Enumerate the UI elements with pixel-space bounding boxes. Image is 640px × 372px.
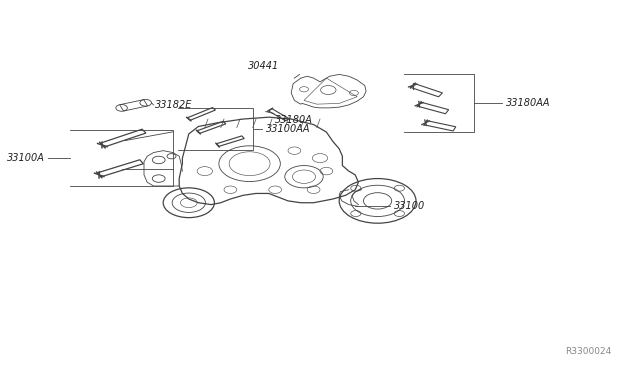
Text: 33100AA: 33100AA (266, 124, 310, 134)
Text: 33180AA: 33180AA (506, 98, 550, 108)
Text: 33182E: 33182E (155, 100, 192, 110)
Text: 33100: 33100 (394, 202, 425, 211)
Text: 33100A: 33100A (7, 153, 45, 163)
Text: 30441: 30441 (248, 61, 280, 71)
Text: 33180A: 33180A (275, 115, 313, 125)
Text: R3300024: R3300024 (565, 347, 611, 356)
